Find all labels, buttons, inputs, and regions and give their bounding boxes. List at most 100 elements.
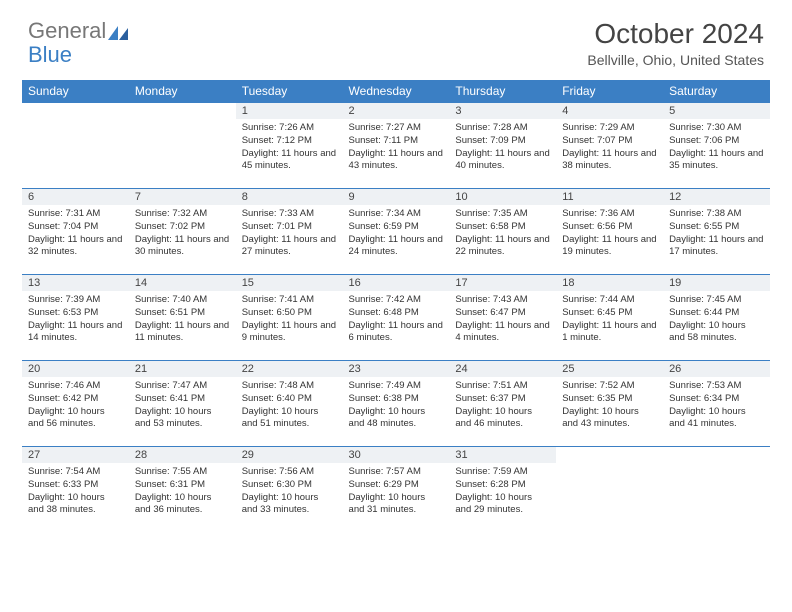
calendar-day-cell: 20Sunrise: 7:46 AMSunset: 6:42 PMDayligh… bbox=[22, 361, 129, 447]
day-details: Sunrise: 7:41 AMSunset: 6:50 PMDaylight:… bbox=[236, 291, 343, 347]
day-number: 21 bbox=[129, 361, 236, 377]
weekday-header: Monday bbox=[129, 80, 236, 103]
day-number: 8 bbox=[236, 189, 343, 205]
day-number: 27 bbox=[22, 447, 129, 463]
calendar-day-cell: 29Sunrise: 7:56 AMSunset: 6:30 PMDayligh… bbox=[236, 447, 343, 533]
calendar-day-cell: 11Sunrise: 7:36 AMSunset: 6:56 PMDayligh… bbox=[556, 189, 663, 275]
calendar-day-cell: 13Sunrise: 7:39 AMSunset: 6:53 PMDayligh… bbox=[22, 275, 129, 361]
brand-part2: Blue bbox=[28, 42, 72, 68]
calendar-day-cell: 25Sunrise: 7:52 AMSunset: 6:35 PMDayligh… bbox=[556, 361, 663, 447]
day-details: Sunrise: 7:31 AMSunset: 7:04 PMDaylight:… bbox=[22, 205, 129, 261]
day-number: 17 bbox=[449, 275, 556, 291]
location-text: Bellville, Ohio, United States bbox=[587, 52, 764, 68]
calendar-day-cell: 4Sunrise: 7:29 AMSunset: 7:07 PMDaylight… bbox=[556, 103, 663, 189]
day-number: 15 bbox=[236, 275, 343, 291]
calendar-day-cell: 19Sunrise: 7:45 AMSunset: 6:44 PMDayligh… bbox=[663, 275, 770, 361]
calendar-table: SundayMondayTuesdayWednesdayThursdayFrid… bbox=[22, 80, 770, 533]
calendar-day-cell: 15Sunrise: 7:41 AMSunset: 6:50 PMDayligh… bbox=[236, 275, 343, 361]
calendar-day-cell: 22Sunrise: 7:48 AMSunset: 6:40 PMDayligh… bbox=[236, 361, 343, 447]
day-number: 16 bbox=[343, 275, 450, 291]
calendar-day-cell: 21Sunrise: 7:47 AMSunset: 6:41 PMDayligh… bbox=[129, 361, 236, 447]
day-details: Sunrise: 7:40 AMSunset: 6:51 PMDaylight:… bbox=[129, 291, 236, 347]
calendar-day-cell: 7Sunrise: 7:32 AMSunset: 7:02 PMDaylight… bbox=[129, 189, 236, 275]
day-number: 3 bbox=[449, 103, 556, 119]
calendar-day-cell bbox=[129, 103, 236, 189]
calendar-day-cell: 18Sunrise: 7:44 AMSunset: 6:45 PMDayligh… bbox=[556, 275, 663, 361]
calendar-day-cell: 8Sunrise: 7:33 AMSunset: 7:01 PMDaylight… bbox=[236, 189, 343, 275]
day-number: 20 bbox=[22, 361, 129, 377]
day-number: 28 bbox=[129, 447, 236, 463]
day-details: Sunrise: 7:27 AMSunset: 7:11 PMDaylight:… bbox=[343, 119, 450, 175]
day-details: Sunrise: 7:34 AMSunset: 6:59 PMDaylight:… bbox=[343, 205, 450, 261]
day-number: 31 bbox=[449, 447, 556, 463]
header: General October 2024 Bellville, Ohio, Un… bbox=[0, 0, 792, 76]
calendar-day-cell: 27Sunrise: 7:54 AMSunset: 6:33 PMDayligh… bbox=[22, 447, 129, 533]
weekday-header-row: SundayMondayTuesdayWednesdayThursdayFrid… bbox=[22, 80, 770, 103]
weekday-header: Wednesday bbox=[343, 80, 450, 103]
day-details: Sunrise: 7:56 AMSunset: 6:30 PMDaylight:… bbox=[236, 463, 343, 519]
logo-sail-icon bbox=[108, 20, 128, 34]
weekday-header: Sunday bbox=[22, 80, 129, 103]
day-details: Sunrise: 7:49 AMSunset: 6:38 PMDaylight:… bbox=[343, 377, 450, 433]
calendar-day-cell: 14Sunrise: 7:40 AMSunset: 6:51 PMDayligh… bbox=[129, 275, 236, 361]
day-number: 5 bbox=[663, 103, 770, 119]
calendar-week-row: 6Sunrise: 7:31 AMSunset: 7:04 PMDaylight… bbox=[22, 189, 770, 275]
day-number: 18 bbox=[556, 275, 663, 291]
weekday-header: Friday bbox=[556, 80, 663, 103]
calendar-day-cell: 26Sunrise: 7:53 AMSunset: 6:34 PMDayligh… bbox=[663, 361, 770, 447]
calendar-day-cell: 16Sunrise: 7:42 AMSunset: 6:48 PMDayligh… bbox=[343, 275, 450, 361]
day-details: Sunrise: 7:26 AMSunset: 7:12 PMDaylight:… bbox=[236, 119, 343, 175]
day-number: 12 bbox=[663, 189, 770, 205]
day-details: Sunrise: 7:33 AMSunset: 7:01 PMDaylight:… bbox=[236, 205, 343, 261]
calendar-day-cell: 12Sunrise: 7:38 AMSunset: 6:55 PMDayligh… bbox=[663, 189, 770, 275]
weekday-header: Saturday bbox=[663, 80, 770, 103]
day-number: 4 bbox=[556, 103, 663, 119]
day-details: Sunrise: 7:30 AMSunset: 7:06 PMDaylight:… bbox=[663, 119, 770, 175]
calendar-week-row: 20Sunrise: 7:46 AMSunset: 6:42 PMDayligh… bbox=[22, 361, 770, 447]
calendar-day-cell: 31Sunrise: 7:59 AMSunset: 6:28 PMDayligh… bbox=[449, 447, 556, 533]
calendar-week-row: 27Sunrise: 7:54 AMSunset: 6:33 PMDayligh… bbox=[22, 447, 770, 533]
day-number: 2 bbox=[343, 103, 450, 119]
day-number: 14 bbox=[129, 275, 236, 291]
day-number: 29 bbox=[236, 447, 343, 463]
calendar-day-cell bbox=[556, 447, 663, 533]
calendar-body: 1Sunrise: 7:26 AMSunset: 7:12 PMDaylight… bbox=[22, 103, 770, 533]
weekday-header: Tuesday bbox=[236, 80, 343, 103]
month-title: October 2024 bbox=[587, 18, 764, 50]
calendar-day-cell: 6Sunrise: 7:31 AMSunset: 7:04 PMDaylight… bbox=[22, 189, 129, 275]
day-details: Sunrise: 7:55 AMSunset: 6:31 PMDaylight:… bbox=[129, 463, 236, 519]
day-details: Sunrise: 7:51 AMSunset: 6:37 PMDaylight:… bbox=[449, 377, 556, 433]
calendar-day-cell: 2Sunrise: 7:27 AMSunset: 7:11 PMDaylight… bbox=[343, 103, 450, 189]
day-number: 23 bbox=[343, 361, 450, 377]
day-number: 26 bbox=[663, 361, 770, 377]
calendar-day-cell bbox=[663, 447, 770, 533]
day-number: 24 bbox=[449, 361, 556, 377]
day-details: Sunrise: 7:53 AMSunset: 6:34 PMDaylight:… bbox=[663, 377, 770, 433]
day-details: Sunrise: 7:39 AMSunset: 6:53 PMDaylight:… bbox=[22, 291, 129, 347]
day-number: 7 bbox=[129, 189, 236, 205]
day-details: Sunrise: 7:43 AMSunset: 6:47 PMDaylight:… bbox=[449, 291, 556, 347]
calendar-day-cell: 3Sunrise: 7:28 AMSunset: 7:09 PMDaylight… bbox=[449, 103, 556, 189]
day-details: Sunrise: 7:48 AMSunset: 6:40 PMDaylight:… bbox=[236, 377, 343, 433]
calendar-day-cell: 23Sunrise: 7:49 AMSunset: 6:38 PMDayligh… bbox=[343, 361, 450, 447]
day-number: 11 bbox=[556, 189, 663, 205]
calendar-day-cell: 5Sunrise: 7:30 AMSunset: 7:06 PMDaylight… bbox=[663, 103, 770, 189]
calendar-day-cell bbox=[22, 103, 129, 189]
day-details: Sunrise: 7:28 AMSunset: 7:09 PMDaylight:… bbox=[449, 119, 556, 175]
brand-logo: General bbox=[28, 18, 128, 44]
calendar-day-cell: 1Sunrise: 7:26 AMSunset: 7:12 PMDaylight… bbox=[236, 103, 343, 189]
calendar-day-cell: 24Sunrise: 7:51 AMSunset: 6:37 PMDayligh… bbox=[449, 361, 556, 447]
day-details: Sunrise: 7:35 AMSunset: 6:58 PMDaylight:… bbox=[449, 205, 556, 261]
title-block: October 2024 Bellville, Ohio, United Sta… bbox=[587, 18, 764, 68]
calendar-day-cell: 30Sunrise: 7:57 AMSunset: 6:29 PMDayligh… bbox=[343, 447, 450, 533]
day-details: Sunrise: 7:45 AMSunset: 6:44 PMDaylight:… bbox=[663, 291, 770, 347]
day-details: Sunrise: 7:54 AMSunset: 6:33 PMDaylight:… bbox=[22, 463, 129, 519]
day-details: Sunrise: 7:42 AMSunset: 6:48 PMDaylight:… bbox=[343, 291, 450, 347]
calendar-day-cell: 9Sunrise: 7:34 AMSunset: 6:59 PMDaylight… bbox=[343, 189, 450, 275]
day-details: Sunrise: 7:46 AMSunset: 6:42 PMDaylight:… bbox=[22, 377, 129, 433]
day-details: Sunrise: 7:59 AMSunset: 6:28 PMDaylight:… bbox=[449, 463, 556, 519]
day-details: Sunrise: 7:57 AMSunset: 6:29 PMDaylight:… bbox=[343, 463, 450, 519]
day-number: 22 bbox=[236, 361, 343, 377]
day-details: Sunrise: 7:44 AMSunset: 6:45 PMDaylight:… bbox=[556, 291, 663, 347]
day-details: Sunrise: 7:38 AMSunset: 6:55 PMDaylight:… bbox=[663, 205, 770, 261]
